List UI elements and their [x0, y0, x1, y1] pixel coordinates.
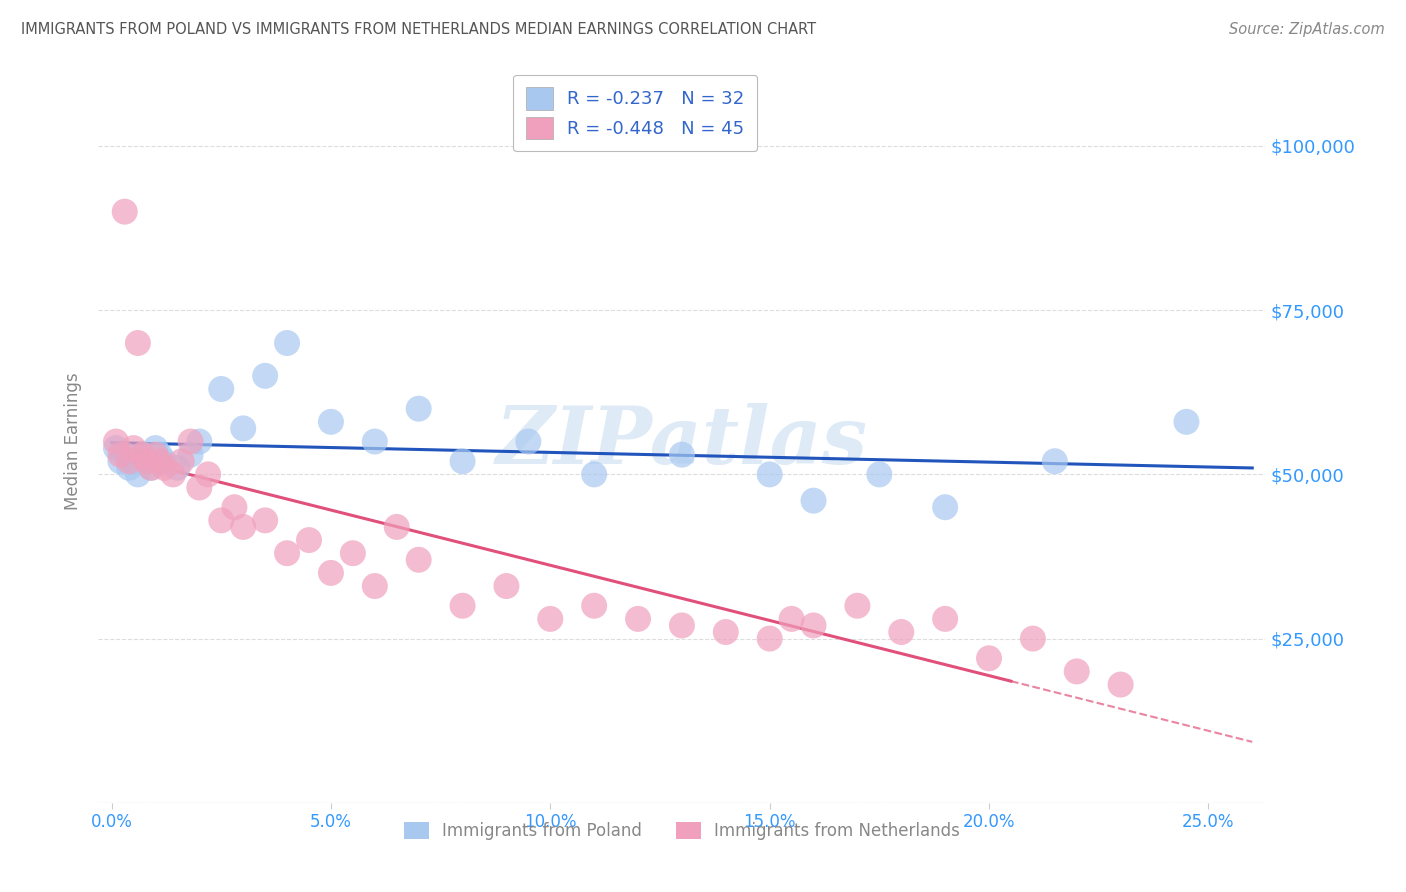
- Point: [145, 448, 167, 462]
- Point: [104, 434, 127, 449]
- Point: [110, 448, 132, 462]
- Point: [232, 520, 254, 534]
- Point: [188, 434, 211, 449]
- Point: [162, 467, 184, 482]
- Text: IMMIGRANTS FROM POLAND VS IMMIGRANTS FROM NETHERLANDS MEDIAN EARNINGS CORRELATIO: IMMIGRANTS FROM POLAND VS IMMIGRANTS FRO…: [21, 22, 817, 37]
- Text: Source: ZipAtlas.com: Source: ZipAtlas.com: [1229, 22, 1385, 37]
- Point: [166, 460, 188, 475]
- Point: [495, 579, 517, 593]
- Point: [627, 612, 650, 626]
- Point: [671, 448, 693, 462]
- Point: [114, 448, 136, 462]
- Point: [934, 612, 956, 626]
- Point: [538, 612, 561, 626]
- Point: [209, 513, 232, 527]
- Point: [298, 533, 321, 547]
- Point: [1022, 632, 1045, 646]
- Text: ZIPatlas: ZIPatlas: [496, 403, 868, 480]
- Point: [451, 599, 474, 613]
- Point: [758, 467, 780, 482]
- Point: [1066, 665, 1088, 679]
- Point: [254, 513, 277, 527]
- Point: [188, 481, 211, 495]
- Point: [127, 336, 149, 351]
- Point: [583, 599, 606, 613]
- Point: [934, 500, 956, 515]
- Point: [803, 493, 825, 508]
- Point: [758, 632, 780, 646]
- Point: [153, 454, 176, 468]
- Point: [122, 454, 145, 468]
- Point: [114, 204, 136, 219]
- Point: [517, 434, 540, 449]
- Point: [780, 612, 803, 626]
- Point: [170, 454, 193, 468]
- Point: [254, 368, 277, 383]
- Point: [110, 454, 132, 468]
- Point: [149, 448, 172, 462]
- Point: [803, 618, 825, 632]
- Point: [977, 651, 1000, 665]
- Point: [224, 500, 246, 515]
- Point: [276, 336, 298, 351]
- Point: [232, 421, 254, 435]
- Point: [104, 441, 127, 455]
- Point: [180, 448, 202, 462]
- Point: [1109, 677, 1132, 691]
- Point: [127, 467, 149, 482]
- Point: [145, 441, 167, 455]
- Point: [153, 460, 176, 475]
- Point: [714, 625, 737, 640]
- Point: [276, 546, 298, 560]
- Point: [364, 434, 387, 449]
- Point: [118, 460, 141, 475]
- Point: [131, 448, 153, 462]
- Point: [122, 441, 145, 455]
- Point: [583, 467, 606, 482]
- Legend: Immigrants from Poland, Immigrants from Netherlands: Immigrants from Poland, Immigrants from …: [395, 814, 969, 848]
- Point: [451, 454, 474, 468]
- Point: [1043, 454, 1066, 468]
- Point: [209, 382, 232, 396]
- Point: [890, 625, 912, 640]
- Point: [135, 454, 157, 468]
- Point: [385, 520, 408, 534]
- Point: [846, 599, 869, 613]
- Point: [135, 454, 157, 468]
- Point: [319, 566, 342, 580]
- Point: [408, 401, 430, 416]
- Point: [408, 553, 430, 567]
- Point: [319, 415, 342, 429]
- Point: [364, 579, 387, 593]
- Point: [180, 434, 202, 449]
- Point: [342, 546, 364, 560]
- Point: [149, 454, 172, 468]
- Point: [139, 460, 162, 475]
- Point: [671, 618, 693, 632]
- Point: [118, 454, 141, 468]
- Point: [139, 460, 162, 475]
- Y-axis label: Median Earnings: Median Earnings: [65, 373, 83, 510]
- Point: [868, 467, 890, 482]
- Point: [197, 467, 219, 482]
- Point: [131, 448, 153, 462]
- Point: [1175, 415, 1198, 429]
